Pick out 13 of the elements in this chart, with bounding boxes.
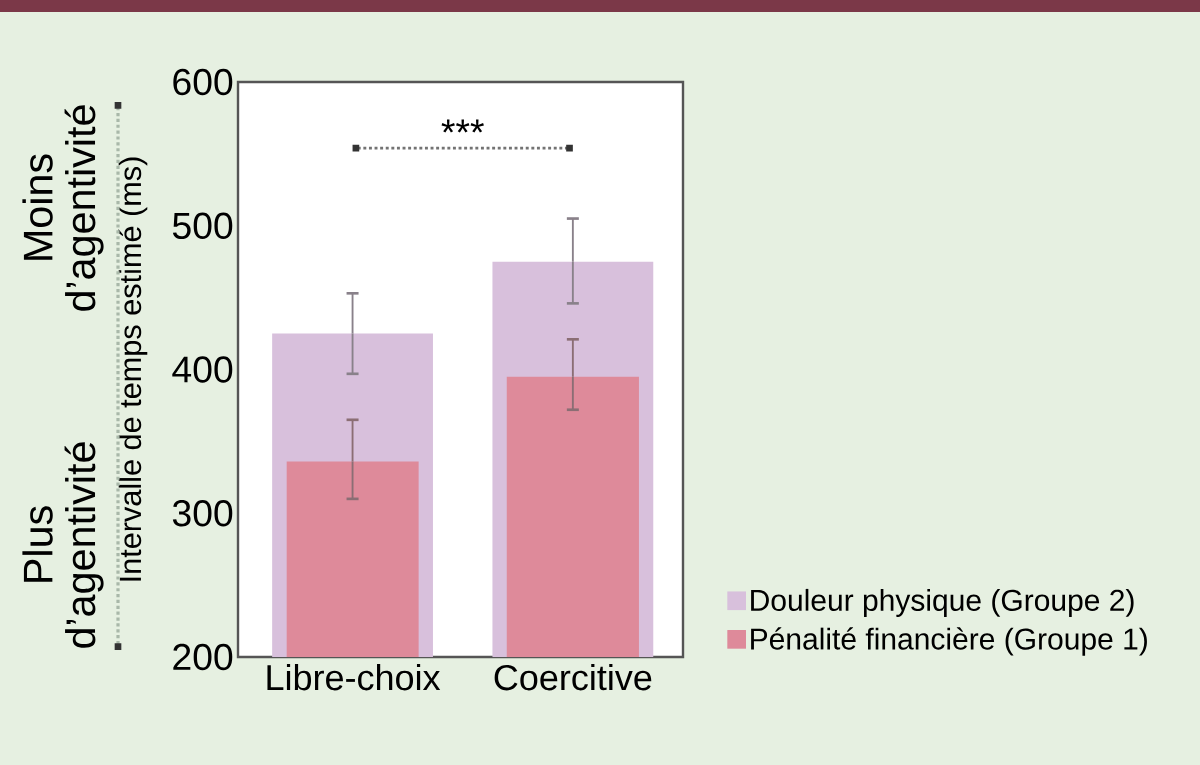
text: Moins d’agentivité: [22, 105, 104, 311]
y-tick-label: 500: [172, 212, 233, 239]
y-tick-label: 400: [172, 356, 233, 383]
y-tick-label: 600: [173, 68, 233, 96]
text: Plus d’agentivité: [22, 442, 104, 648]
legend-label: Douleur physique (Groupe 2): [751, 588, 1134, 617]
annotation: ***: [441, 119, 484, 133]
legend-label: Pénalité financière (Groupe 1): [751, 627, 1147, 656]
y-axis-title: Intervalle de temps estimé (ms): [118, 157, 148, 581]
y-tick-label: 200: [173, 643, 233, 671]
y-tick-label: 300: [172, 500, 233, 527]
x-tick-label: Coercitive: [494, 663, 652, 691]
x-tick-label: Libre-choix: [267, 663, 441, 691]
